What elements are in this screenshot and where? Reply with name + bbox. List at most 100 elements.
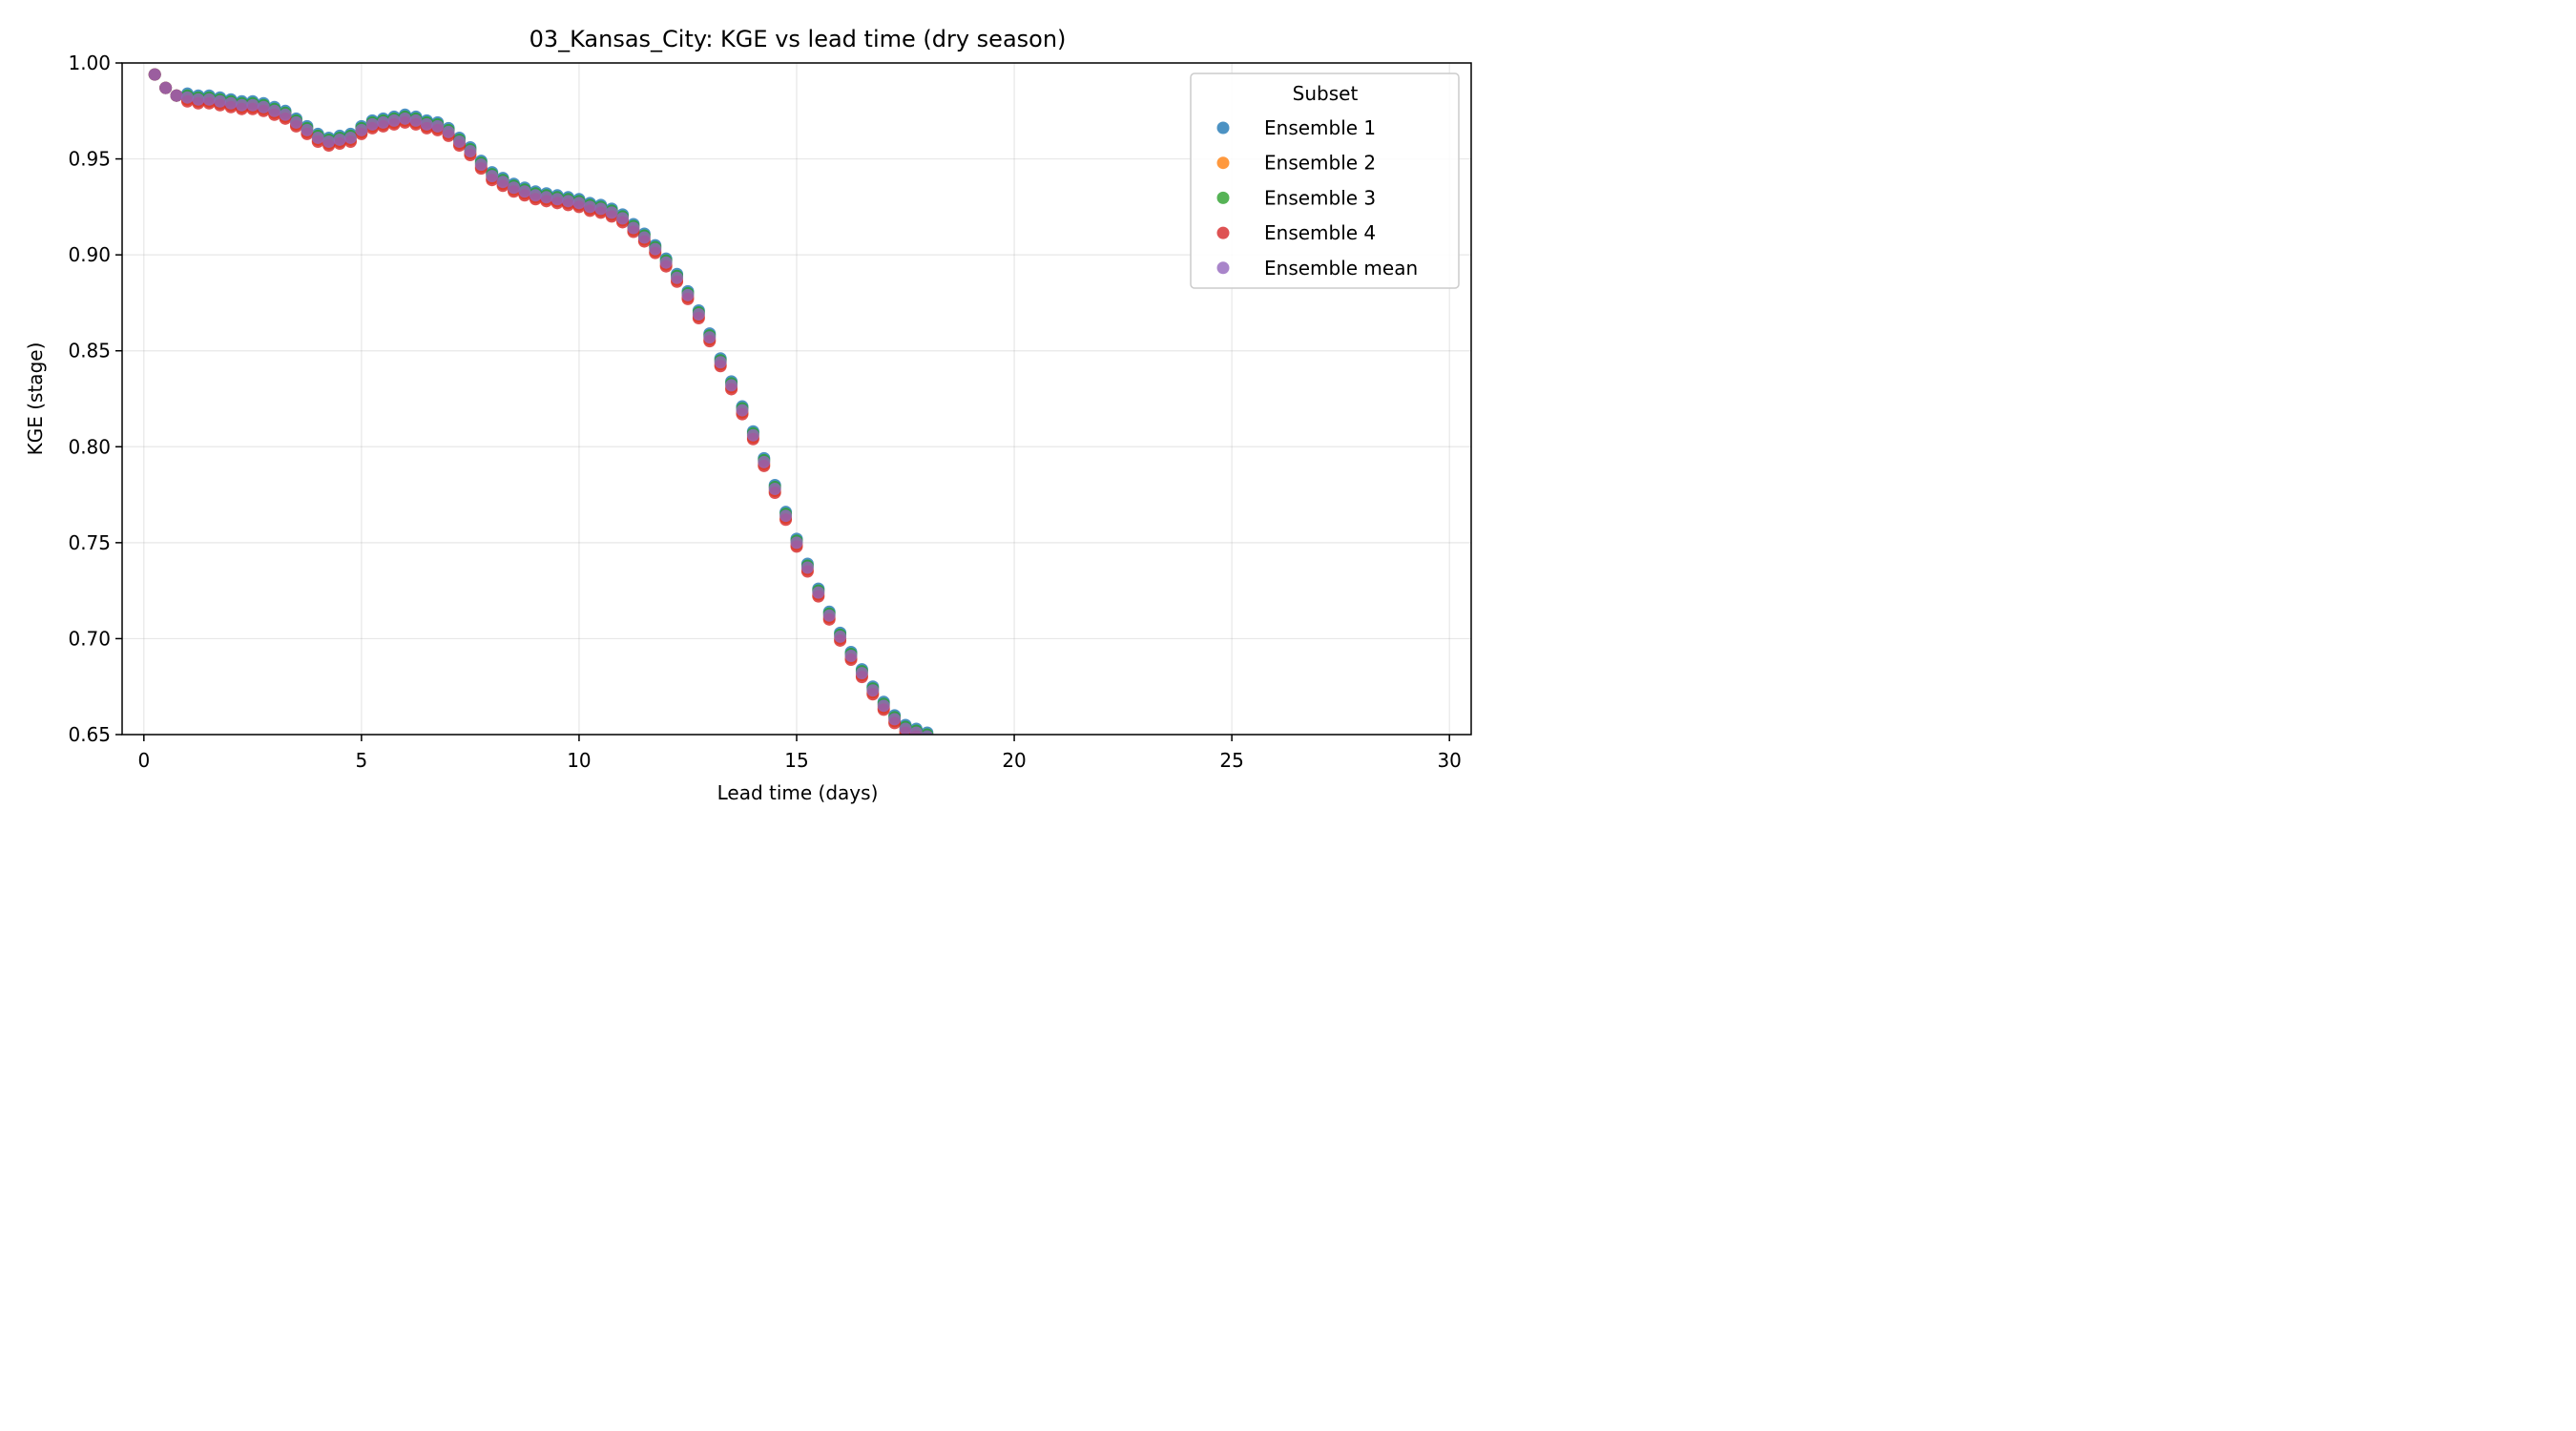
data-point <box>377 115 390 129</box>
legend-marker <box>1216 121 1230 135</box>
data-point <box>518 185 531 198</box>
kge-chart: 03_Kansas_City: KGE vs lead time (dry se… <box>0 0 1492 828</box>
data-point <box>746 428 759 442</box>
x-tick-label: 0 <box>137 749 150 772</box>
data-point <box>758 455 771 468</box>
data-point <box>572 197 586 210</box>
data-point <box>844 650 858 663</box>
data-point <box>180 91 194 104</box>
data-point <box>583 200 596 214</box>
data-point <box>486 170 499 183</box>
data-point <box>333 133 346 146</box>
data-point <box>387 114 401 127</box>
data-point <box>637 231 651 244</box>
data-point <box>322 135 336 148</box>
legend-marker <box>1216 156 1230 170</box>
data-point <box>464 145 477 158</box>
data-point <box>812 586 825 599</box>
y-tick-label: 1.00 <box>68 52 111 74</box>
data-point <box>703 331 717 344</box>
data-point <box>431 119 445 133</box>
data-point <box>800 561 814 574</box>
data-point <box>899 722 912 735</box>
legend-entry: Ensemble mean <box>1264 257 1418 280</box>
data-point <box>442 125 455 138</box>
legend-marker <box>1216 261 1230 275</box>
data-point <box>398 112 411 125</box>
legend-entry: Ensemble 3 <box>1264 186 1376 209</box>
data-point <box>420 117 433 131</box>
y-tick-label: 0.85 <box>68 340 111 363</box>
x-axis-label: Lead time (days) <box>717 781 879 804</box>
legend-marker <box>1216 191 1230 204</box>
x-axis-ticks: 0 5 10 15 20 25 30 <box>137 735 1462 772</box>
data-point <box>921 730 934 735</box>
y-tick-label: 0.95 <box>68 148 111 171</box>
legend-title: Subset <box>1293 82 1359 105</box>
y-tick-label: 0.65 <box>68 723 111 746</box>
data-point <box>659 256 673 269</box>
data-point <box>671 271 684 284</box>
data-point <box>508 181 521 195</box>
chart-title: 03_Kansas_City: KGE vs lead time (dry se… <box>530 26 1067 52</box>
y-tick-label: 0.80 <box>68 435 111 458</box>
data-point <box>692 307 705 321</box>
data-point <box>268 104 281 117</box>
data-point <box>855 667 868 680</box>
legend-marker <box>1216 226 1230 239</box>
x-tick-label: 5 <box>356 749 368 772</box>
data-point <box>159 81 173 94</box>
data-point <box>790 536 803 550</box>
legend-entry: Ensemble 1 <box>1264 116 1376 139</box>
data-point <box>725 379 738 392</box>
data-point <box>279 108 292 121</box>
data-point <box>909 726 923 735</box>
data-point <box>866 684 880 697</box>
y-tick-label: 0.75 <box>68 531 111 554</box>
data-point <box>192 93 205 106</box>
x-tick-label: 25 <box>1219 749 1243 772</box>
data-point <box>779 509 793 523</box>
data-point <box>202 93 216 106</box>
data-point <box>834 630 847 643</box>
data-point <box>170 89 183 102</box>
data-point <box>246 98 260 112</box>
data-point <box>409 114 423 127</box>
x-tick-label: 10 <box>567 749 591 772</box>
x-tick-label: 30 <box>1437 749 1461 772</box>
data-point <box>496 176 509 189</box>
data-point <box>551 193 564 206</box>
legend-box <box>1190 73 1460 289</box>
series-ensemble-mean <box>148 68 934 735</box>
data-point <box>301 123 314 136</box>
data-point <box>627 221 640 235</box>
data-point <box>214 94 227 108</box>
x-tick-label: 20 <box>1002 749 1026 772</box>
data-point <box>365 117 379 131</box>
data-point <box>605 206 618 219</box>
data-point <box>540 191 553 204</box>
legend: Subset Ensemble 1 Ensemble 2 Ensemble 3 Ens… <box>1190 73 1460 289</box>
data-point <box>681 288 695 301</box>
y-axis-label: KGE (stage) <box>24 342 47 456</box>
data-point <box>736 404 749 417</box>
x-tick-label: 15 <box>784 749 808 772</box>
data-point <box>343 131 357 144</box>
data-point <box>529 189 542 202</box>
data-point <box>289 115 302 129</box>
data-point <box>148 68 161 81</box>
data-point <box>714 356 727 369</box>
y-tick-label: 0.70 <box>68 627 111 650</box>
y-tick-label: 0.90 <box>68 243 111 266</box>
data-point <box>562 195 575 208</box>
data-point <box>355 123 368 136</box>
data-point <box>453 135 466 148</box>
data-point <box>235 98 248 112</box>
data-point <box>768 483 781 496</box>
data-point <box>649 242 662 256</box>
data-point <box>616 212 630 225</box>
data-points <box>148 68 934 735</box>
data-point <box>594 202 608 216</box>
y-axis-ticks: 0.65 0.70 0.75 0.80 0.85 0.90 0.95 1.00 <box>68 52 122 746</box>
data-point <box>257 100 270 114</box>
